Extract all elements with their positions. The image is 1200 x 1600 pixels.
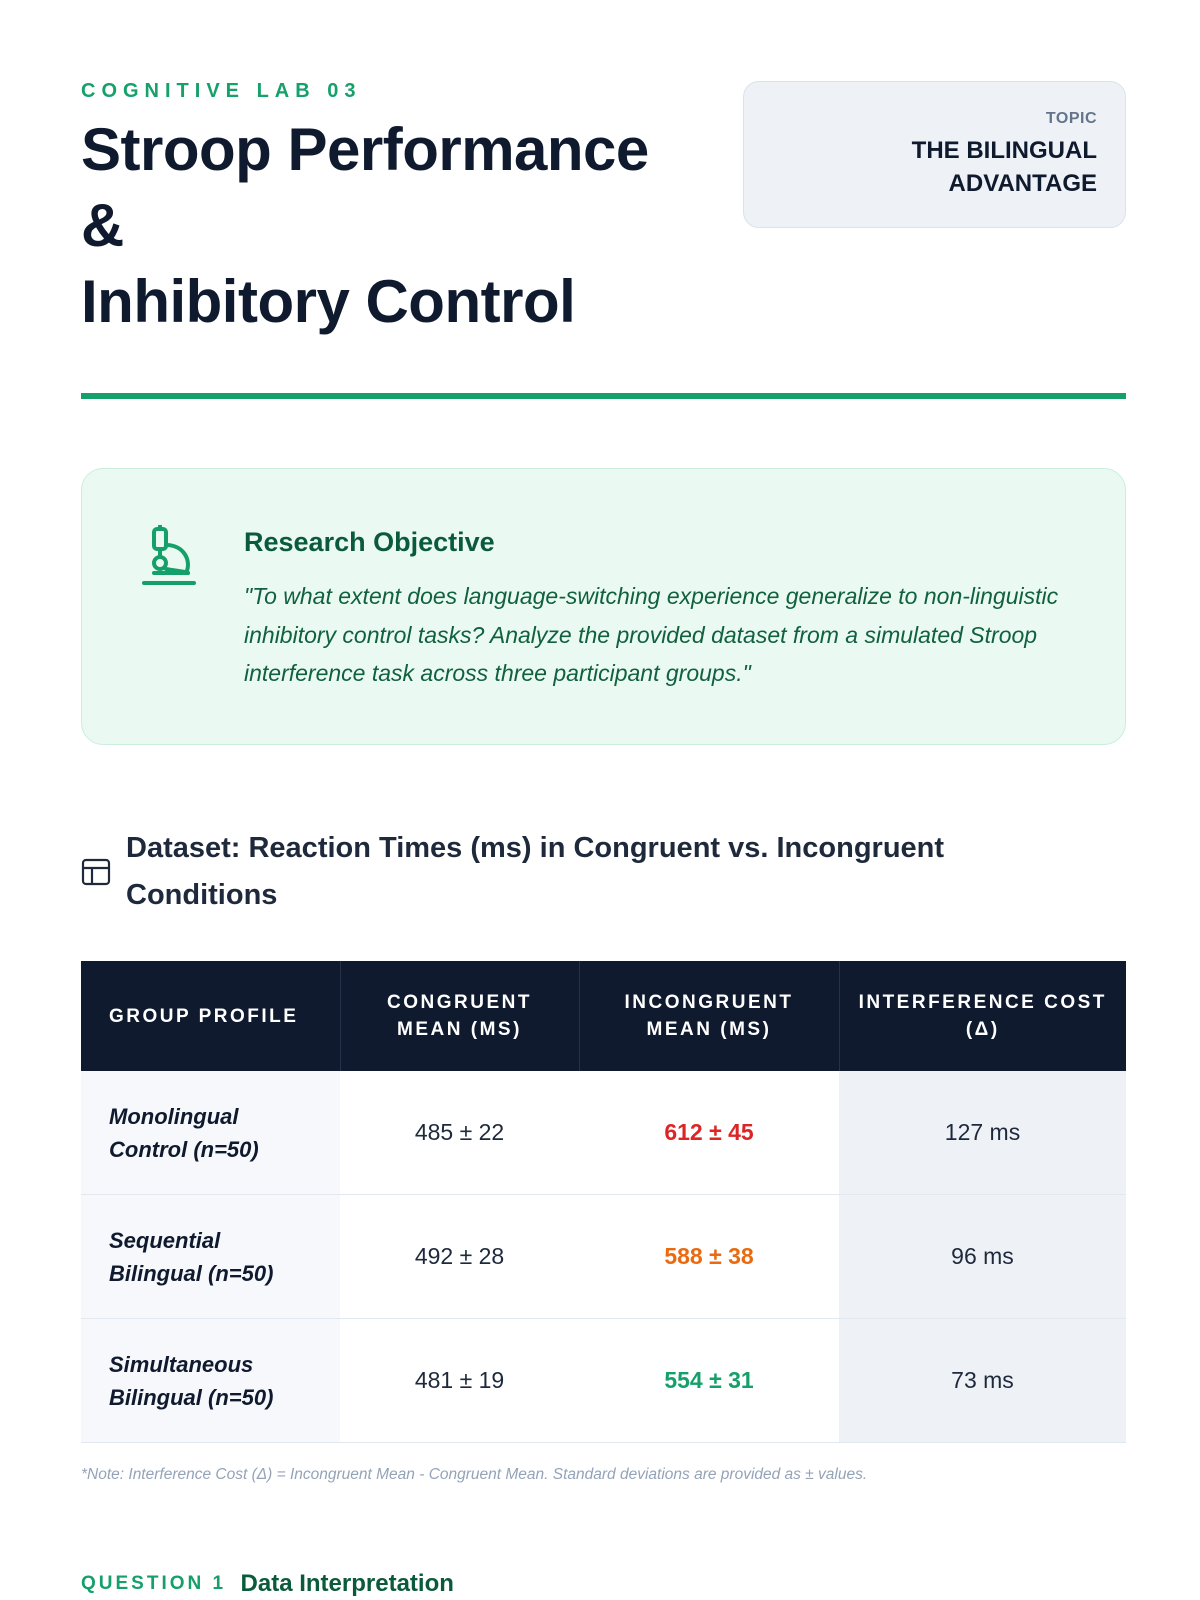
header: COGNITIVE LAB 03 Stroop Performance & In… [81,0,1126,400]
group-cell: Monolingual Control (n=50) [81,1071,340,1195]
column-header-congruent: CONGRUENT MEAN (MS) [340,961,580,1071]
reaction-time-table: GROUP PROFILE CONGRUENT MEAN (MS) INCONG… [81,961,1126,1443]
title-line-3: Inhibitory Control [81,268,576,335]
microscope-icon [142,525,196,585]
table-header-row: GROUP PROFILE CONGRUENT MEAN (MS) INCONG… [81,961,1126,1071]
group-cell: Sequential Bilingual (n=50) [81,1194,340,1319]
question-label: QUESTION 1 [81,1573,227,1594]
interference-cell: 73 ms [839,1318,1126,1443]
topic-value-line-2: ADVANTAGE [948,170,1097,197]
title-line-1: Stroop Performance [81,116,649,183]
question-heading: QUESTION 1 Data Interpretation [81,1570,454,1598]
incongruent-cell: 588 ± 38 [579,1194,839,1319]
dataset-title: Dataset: Reaction Times (ms) in Congruen… [126,832,945,911]
worksheet-page: COGNITIVE LAB 03 Stroop Performance & In… [81,0,1126,1597]
title-line-2: & [81,192,124,259]
table-note: *Note: Interference Cost (Δ) = Incongrue… [81,1466,868,1483]
lab-eyebrow: COGNITIVE LAB 03 [81,80,362,102]
topic-label: TOPIC [1045,110,1097,127]
incongruent-cell: 554 ± 31 [579,1318,839,1443]
congruent-cell: 485 ± 22 [340,1071,579,1195]
topic-value-line-1: THE BILINGUAL [911,137,1097,164]
research-objective-card: Research Objective "To what extent does … [81,468,1126,745]
column-header-interference: INTERFERENCE COST (Δ) [839,961,1126,1071]
incongruent-cell: 612 ± 45 [579,1071,839,1195]
congruent-cell: 492 ± 28 [340,1194,579,1319]
table-icon [81,858,111,886]
header-divider [81,393,1126,399]
table-row: Monolingual Control (n=50) 485 ± 22 612 … [81,1071,1126,1195]
objective-text: "To what extent does language-switching … [244,583,1059,686]
column-header-group: GROUP PROFILE [81,961,341,1071]
interference-cell: 96 ms [839,1194,1126,1319]
group-cell: Simultaneous Bilingual (n=50) [81,1318,340,1443]
congruent-cell: 481 ± 19 [340,1318,579,1443]
interference-cell: 127 ms [839,1071,1126,1195]
table-row: Simultaneous Bilingual (n=50) 481 ± 19 5… [81,1318,1126,1443]
topic-card: TOPIC THE BILINGUAL ADVANTAGE [743,81,1126,228]
topic-value: THE BILINGUAL ADVANTAGE [764,134,1097,200]
question-title: Data Interpretation [240,1570,454,1597]
objective-title: Research Objective [244,527,495,557]
page-title: Stroop Performance & Inhibitory Control [81,112,721,340]
column-header-incongruent: INCONGRUENT MEAN (MS) [579,961,840,1071]
table-row: Sequential Bilingual (n=50) 492 ± 28 588… [81,1194,1126,1319]
